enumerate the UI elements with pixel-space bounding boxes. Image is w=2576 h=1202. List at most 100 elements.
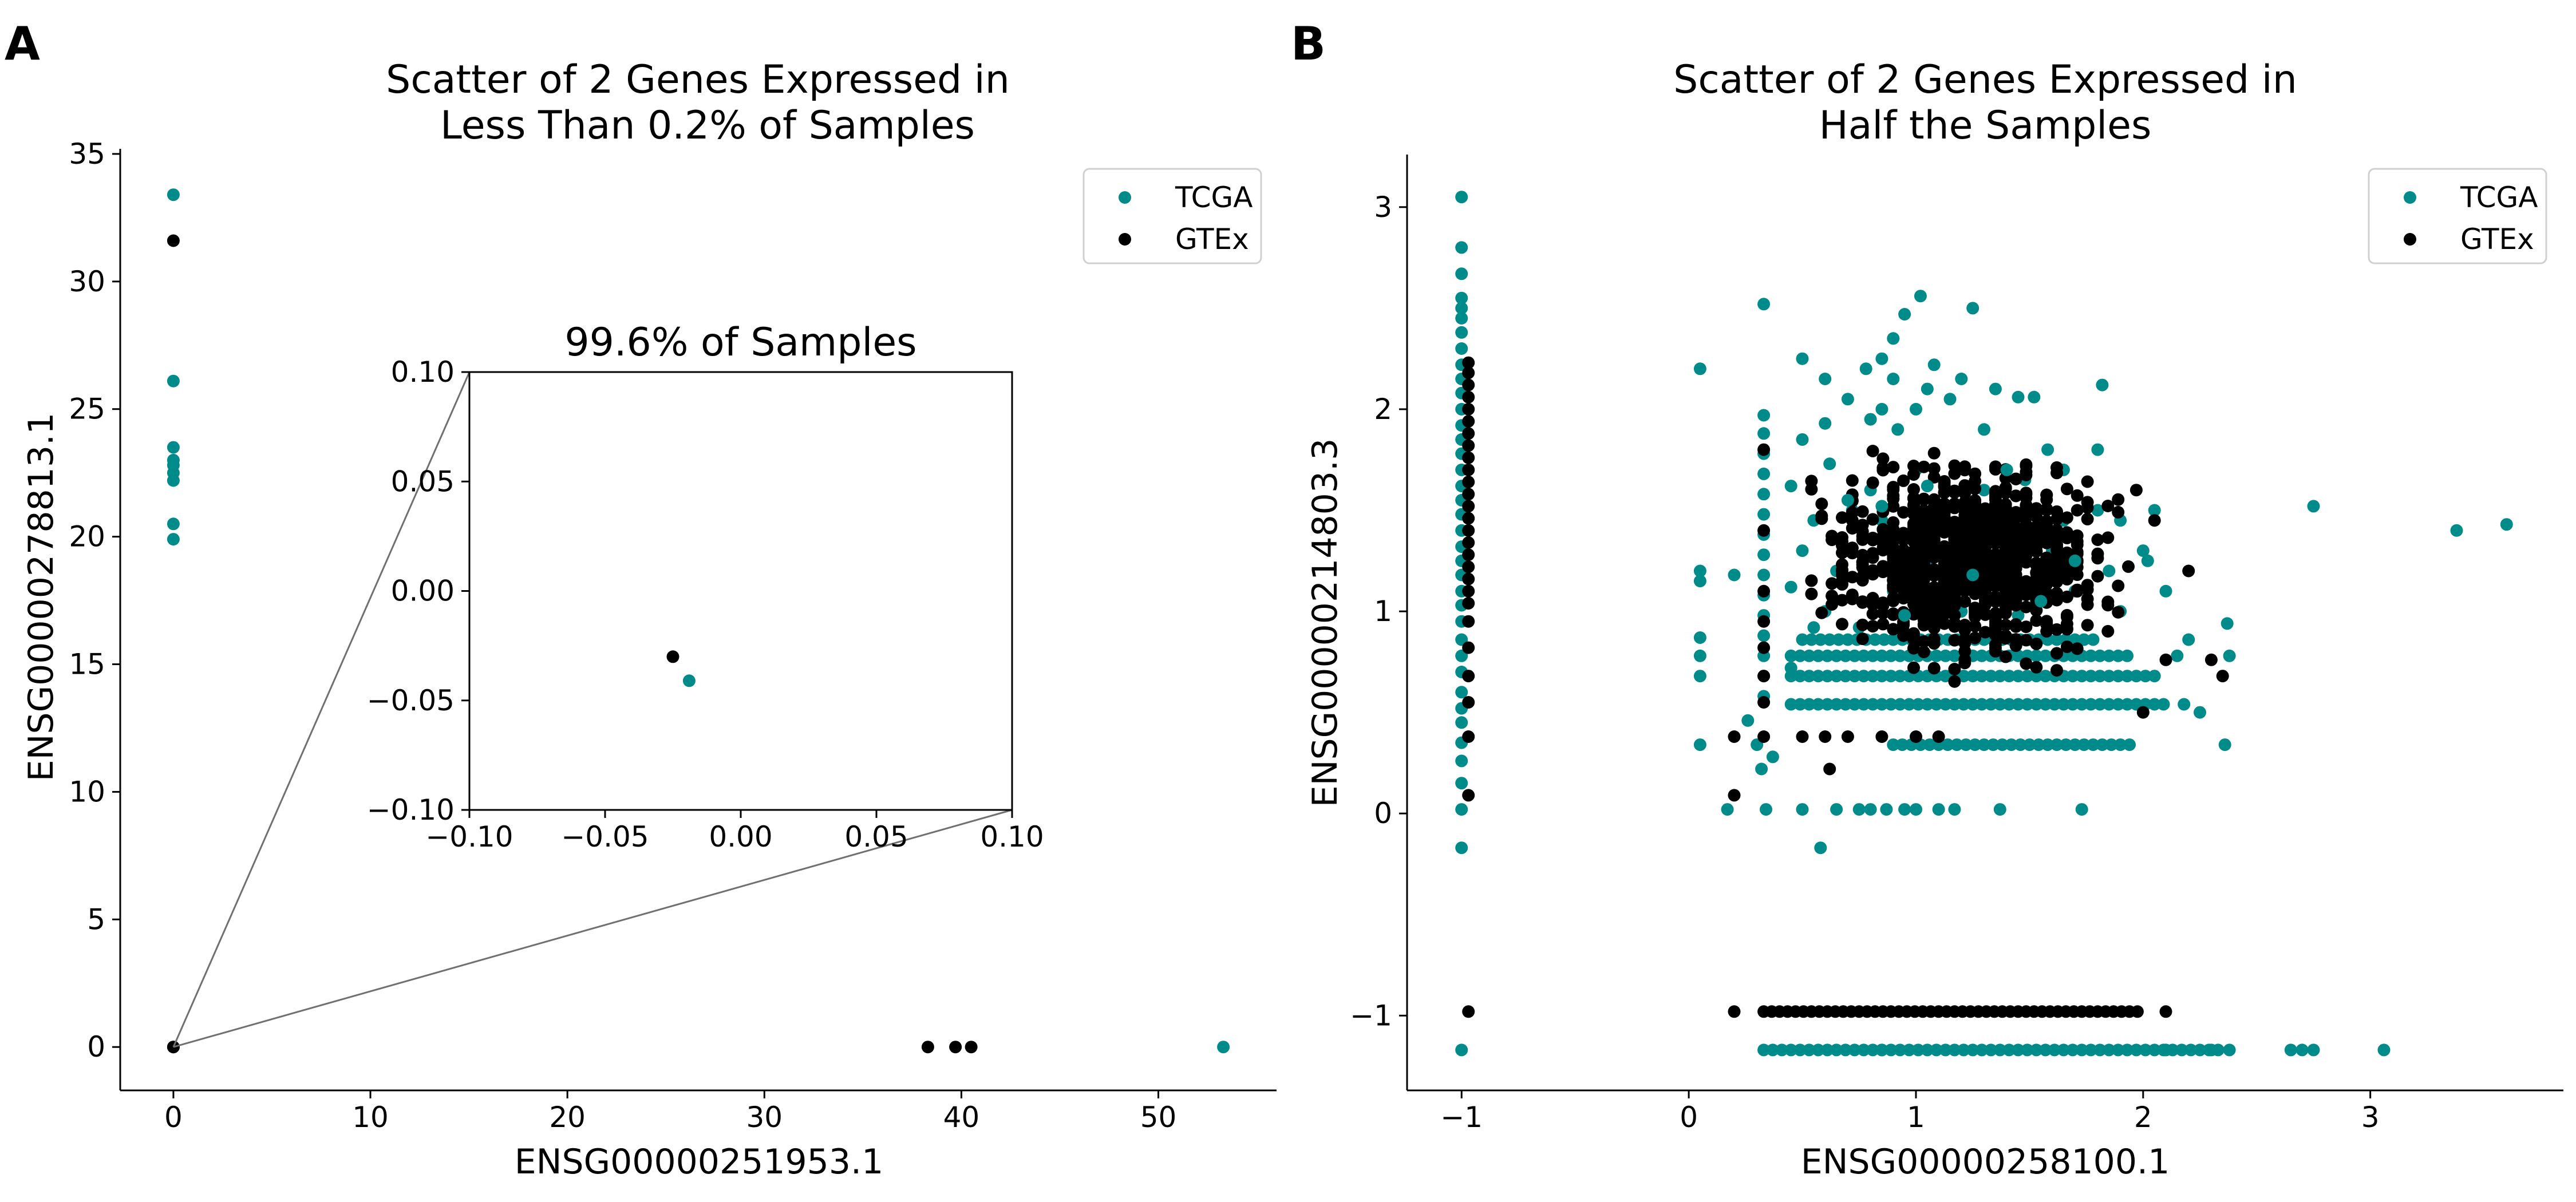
tcga-point	[2148, 1043, 2161, 1057]
gtex-point	[1462, 524, 1475, 537]
legend-label-gtex: GTEx	[2460, 223, 2534, 256]
tcga-point	[1857, 1043, 1870, 1057]
tcga-point	[1757, 629, 1771, 642]
tcga-point	[1894, 698, 1907, 711]
tcga-point	[2148, 698, 2161, 711]
gtex-point	[2060, 590, 2073, 603]
gtex-point	[2009, 473, 2022, 485]
gtex-point	[2060, 564, 2073, 577]
tcga-point	[2002, 1043, 2016, 1057]
x-tick-label: 10	[352, 1101, 389, 1134]
gtex-point	[1979, 517, 1992, 531]
tcga-point	[2077, 738, 2091, 752]
tcga-point	[1693, 575, 1706, 588]
tcga-point	[1805, 633, 1818, 646]
gtex-point	[1836, 594, 1848, 607]
tcga-point	[2039, 1043, 2052, 1057]
tcga-point	[1984, 670, 1997, 683]
tcga-point	[1217, 1041, 1230, 1054]
gtex-point	[1999, 527, 2012, 540]
panel-b-title-line-1: Scatter of 2 Genes Expressed in	[1673, 57, 2297, 102]
tcga-point	[1966, 670, 1980, 683]
gtex-point	[1958, 500, 1971, 513]
tcga-point	[1821, 670, 1834, 683]
tcga-point	[2066, 1043, 2079, 1057]
panel-b: B Scatter of 2 Genes Expressed in Half t…	[1291, 17, 2563, 1182]
gtex-point	[2009, 594, 2022, 607]
tcga-point	[2112, 649, 2125, 662]
x-tick-label: 20	[549, 1101, 586, 1134]
gtex-point	[1969, 608, 1982, 622]
gtex-point	[2030, 529, 2043, 543]
y-tick-label: 0.00	[391, 575, 455, 608]
tcga-point	[1793, 1043, 1807, 1057]
tcga-point	[2121, 649, 2134, 662]
gtex-point	[1866, 607, 1879, 620]
gtex-point	[1989, 595, 2002, 608]
tcga-point	[1803, 649, 1816, 662]
gtex-point	[1846, 541, 1859, 555]
gtex-point	[1989, 520, 2002, 533]
gtex-point	[1462, 560, 1475, 574]
y-tick-label: 0.05	[391, 465, 455, 498]
gtex-point	[1927, 462, 1941, 475]
gtex-point	[1999, 563, 2012, 576]
gtex-point	[1989, 552, 2002, 565]
tcga-point	[1891, 423, 1905, 436]
tcga-point	[2005, 738, 2018, 752]
gtex-point	[2071, 642, 2084, 655]
x-tick-label: 2	[2134, 1101, 2152, 1134]
tcga-point	[1803, 698, 1816, 711]
gtex-point	[1979, 562, 1992, 575]
y-tick-label: 35	[69, 137, 105, 171]
x-tick-label: −0.10	[425, 820, 513, 853]
gtex-point	[1826, 577, 1839, 590]
gtex-point	[2020, 634, 2033, 647]
tcga-point	[1693, 631, 1706, 644]
tcga-point	[1875, 402, 1888, 416]
y-tick-label: 0.10	[391, 355, 455, 389]
gtex-point	[2091, 533, 2104, 546]
gtex-point	[1846, 506, 1859, 519]
tcga-point	[2103, 564, 2116, 578]
gtex-point	[1897, 474, 1910, 487]
tcga-point	[2159, 1043, 2172, 1057]
gtex-point	[1927, 551, 1941, 564]
tcga-point	[1455, 312, 1468, 325]
tcga-point	[2084, 670, 2097, 683]
tcga-point	[1796, 433, 1809, 446]
gtex-point	[1958, 554, 1971, 567]
gtex-point	[1917, 584, 1930, 596]
gtex-point	[1927, 585, 1941, 598]
gtex-point	[1948, 616, 1961, 630]
tcga-point	[1693, 649, 1706, 662]
panel-a: A Scatter of 2 Genes Expressed in Less T…	[5, 17, 1277, 1182]
gtex-point	[1836, 511, 1848, 524]
tcga-point	[1839, 698, 1852, 711]
tcga-point	[1757, 488, 1771, 501]
tcga-point	[1819, 373, 1832, 385]
gtex-point	[1969, 506, 1982, 519]
gtex-point	[1866, 445, 1879, 457]
tcga-point	[1864, 413, 1877, 426]
tcga-point	[2093, 698, 2107, 711]
tcga-point	[1875, 1043, 1888, 1057]
gtex-point	[1907, 642, 1920, 655]
tcga-point	[2112, 698, 2125, 711]
gtex-point	[1917, 635, 1930, 648]
tcga-point	[1757, 467, 1771, 480]
tcga-point	[2012, 390, 2025, 404]
y-tick-label: −1	[1350, 999, 1392, 1032]
tcga-point	[1894, 670, 1907, 683]
gtex-point	[1728, 730, 1741, 743]
tcga-point	[1932, 803, 1945, 816]
panel-b-y-axis-label: ENSG00000214803.3	[1305, 438, 1345, 808]
inset-gtex-point	[666, 650, 679, 663]
tcga-point	[2223, 1043, 2236, 1057]
tcga-point	[1894, 1043, 1907, 1057]
tcga-point	[1866, 649, 1879, 662]
y-tick-label: 3	[1374, 191, 1392, 224]
tcga-point	[1875, 698, 1888, 711]
x-tick-label: −1	[1440, 1101, 1483, 1134]
gtex-point	[1907, 550, 1920, 563]
